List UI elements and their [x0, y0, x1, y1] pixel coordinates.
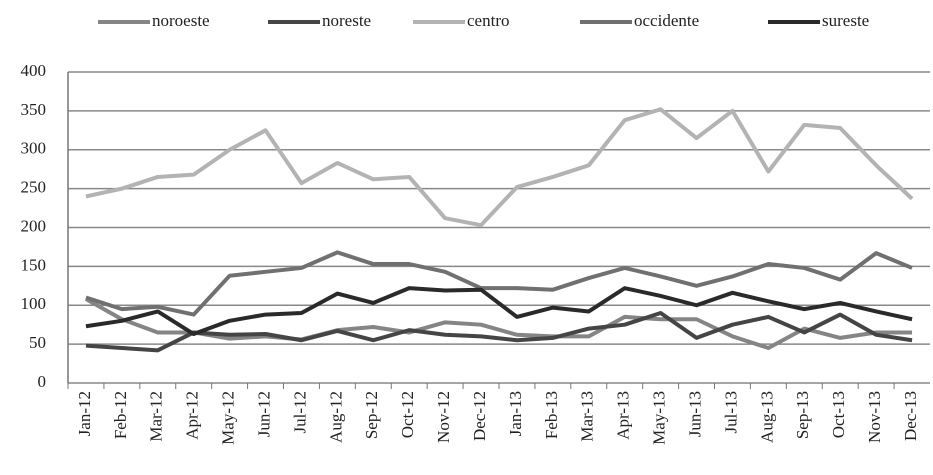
legend-label: noroeste	[152, 11, 210, 30]
x-tick-label: Feb-12	[111, 391, 130, 439]
x-tick-label: May-13	[650, 391, 669, 445]
y-tick-label: 150	[21, 255, 47, 274]
legend-label: noreste	[322, 11, 371, 30]
x-tick-label: Mar-12	[147, 391, 166, 442]
x-tick-label: Jun-12	[254, 391, 273, 437]
line-series	[84, 297, 913, 351]
y-tick-label: 300	[21, 139, 47, 158]
y-tick-label: 50	[29, 333, 46, 352]
x-tick-label: Feb-13	[542, 391, 561, 439]
x-tick-label: Sep-12	[362, 391, 381, 439]
x-tick-label: Jan-13	[506, 391, 525, 436]
x-tick-label: Apr-13	[614, 391, 633, 440]
x-tick-label: Oct-12	[398, 391, 417, 438]
x-tick-label: Nov-12	[434, 391, 453, 443]
line-series	[85, 250, 913, 317]
x-tick-label: Apr-12	[183, 391, 202, 440]
x-tick-label: Jul-12	[290, 391, 309, 434]
x-tick-label: Jun-13	[685, 391, 704, 437]
x-tick-label: Oct-13	[829, 391, 848, 438]
y-tick-label: 200	[21, 216, 47, 235]
y-tick-label: 250	[21, 178, 47, 197]
legend-label: centro	[467, 11, 509, 30]
line-series	[85, 107, 914, 228]
x-tick-label: Dec-12	[470, 391, 489, 441]
y-tick-label: 350	[21, 100, 47, 119]
line-series	[85, 311, 913, 353]
x-tick-label: Nov-13	[865, 391, 884, 443]
y-tick-label: 100	[21, 294, 47, 313]
x-tick-label: Jul-13	[721, 391, 740, 434]
y-tick-label: 0	[38, 372, 47, 391]
x-tick-label: Sep-13	[793, 391, 812, 439]
x-tick-label: May-12	[219, 391, 238, 445]
line-series	[85, 286, 913, 337]
x-tick-label: Jan-12	[75, 391, 94, 436]
x-tick-label: Aug-12	[326, 391, 345, 443]
y-tick-label: 400	[21, 61, 47, 80]
legend-label: sureste	[822, 11, 869, 30]
x-tick-label: Dec-13	[901, 391, 920, 441]
x-tick-label: Mar-13	[578, 391, 597, 442]
x-tick-label: Aug-13	[757, 391, 776, 443]
legend-label: occidente	[634, 11, 699, 30]
